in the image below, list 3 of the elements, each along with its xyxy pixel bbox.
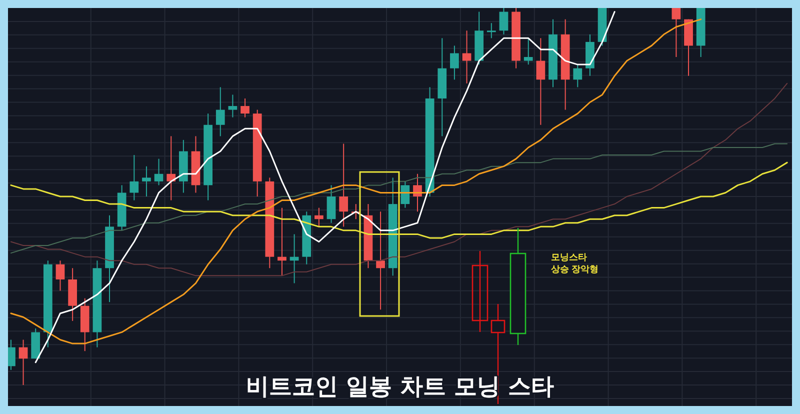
annotation: 모닝스타 [551, 252, 587, 262]
annotation: 상승 장악형 [551, 264, 599, 274]
title: 비트코인 일봉 차트 모닝 스타 [246, 374, 554, 400]
